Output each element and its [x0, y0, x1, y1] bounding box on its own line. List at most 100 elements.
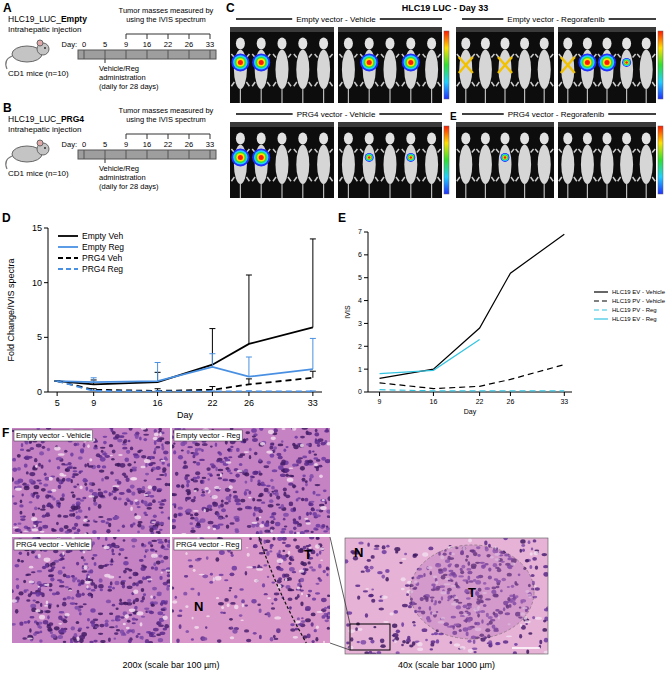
nucleus [161, 544, 164, 548]
nucleus [253, 512, 256, 516]
nucleus [186, 508, 192, 512]
gap [203, 509, 205, 513]
tail [389, 184, 390, 198]
error-stem [248, 357, 249, 377]
nucleus [123, 570, 127, 574]
bracket-tick [189, 134, 190, 139]
leg [396, 149, 399, 153]
tail [369, 184, 370, 198]
nucleus [290, 508, 296, 512]
nucleus [98, 633, 103, 635]
nucleus [59, 632, 64, 634]
nucleus [249, 455, 251, 459]
nucleus [42, 446, 46, 449]
nucleus [305, 483, 308, 487]
nucleus [178, 455, 183, 460]
nucleus [144, 503, 148, 507]
nucleus [245, 431, 250, 434]
y-tick [44, 392, 48, 393]
nucleus [65, 586, 69, 588]
nucleus [21, 443, 24, 447]
mouse [402, 38, 420, 104]
y-tick [364, 392, 368, 393]
nucleus [258, 495, 262, 498]
nucleus [127, 585, 133, 589]
treatment: administration [99, 173, 146, 182]
head [622, 38, 631, 50]
nucleus [201, 494, 205, 497]
nucleus [173, 450, 176, 454]
nucleus [323, 489, 327, 492]
leg [618, 82, 621, 86]
nucleus [305, 480, 308, 483]
signal-ring [402, 53, 420, 71]
nucleus [293, 507, 296, 511]
gap [31, 517, 37, 521]
nucleus [283, 448, 286, 452]
legend-swatch [58, 268, 78, 270]
nucleus [159, 631, 165, 635]
nucleus [61, 628, 64, 631]
nucleus [144, 607, 149, 610]
day-label: 26 [185, 140, 193, 149]
nucleus [120, 630, 125, 634]
nucleus [137, 488, 143, 491]
leg [273, 177, 276, 181]
tail [606, 89, 607, 103]
nucleus [14, 564, 19, 567]
leg [511, 149, 514, 153]
body [499, 50, 512, 89]
nucleus [272, 512, 277, 515]
mouse [618, 38, 636, 104]
nucleus [304, 498, 308, 502]
nucleus [244, 472, 249, 476]
head [563, 38, 572, 50]
leg [231, 82, 234, 86]
nucleus [122, 447, 127, 450]
nucleus [45, 610, 51, 613]
mouse [231, 38, 249, 104]
nucleus [72, 494, 76, 498]
body [296, 145, 309, 184]
series-line [380, 234, 565, 378]
gap [320, 506, 327, 510]
cell-line-name: HLC19_LUC_ [8, 114, 61, 124]
nucleus [126, 450, 130, 454]
nucleus [187, 491, 190, 495]
nucleus [18, 591, 23, 595]
nucleus [128, 569, 132, 572]
nucleus [19, 511, 22, 515]
nucleus [89, 641, 93, 643]
cross [459, 57, 473, 73]
nucleus [313, 457, 318, 460]
leg [550, 149, 553, 153]
group-label: Empty vector - Vehicle [296, 15, 376, 24]
tail [485, 89, 486, 103]
gap [322, 499, 325, 501]
leg [339, 82, 342, 86]
nucleus [280, 504, 284, 509]
nucleus [294, 532, 296, 534]
treatment-tick [105, 59, 106, 63]
leg [309, 149, 312, 153]
nucleus [318, 465, 322, 468]
leg [423, 82, 426, 86]
nucleus [99, 469, 105, 472]
nucleus [56, 500, 60, 504]
signal-ring [231, 148, 249, 166]
nucleus [20, 516, 25, 518]
nucleus [146, 507, 151, 510]
nucleus [52, 566, 55, 568]
nucleus [236, 503, 242, 506]
head [365, 133, 374, 145]
nucleus [151, 635, 156, 637]
bracket-tick [210, 134, 211, 139]
nucleus [195, 471, 200, 475]
signal-ring [622, 58, 631, 67]
head [257, 133, 266, 145]
gap [194, 490, 197, 492]
error-stem [312, 338, 313, 369]
day-label: 22 [164, 140, 172, 149]
nucleus [142, 486, 145, 490]
nucleus [57, 502, 61, 504]
